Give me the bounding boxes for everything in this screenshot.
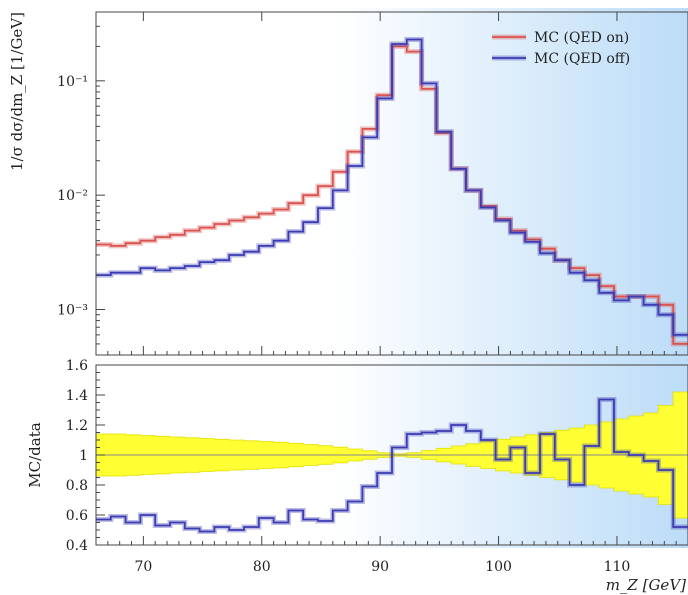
- x-tick-label: 80: [253, 559, 271, 575]
- legend-label: MC (QED off): [534, 51, 630, 67]
- x-tick-label: 110: [604, 559, 631, 575]
- y-tick-label: 1.4: [66, 388, 88, 404]
- y-tick-label: 0.6: [66, 508, 88, 524]
- y-tick-label: 10⁻³: [57, 303, 88, 319]
- legend: MC (QED on) MC (QED off): [492, 30, 630, 67]
- main-panel: MC (QED on) MC (QED off): [95, 11, 688, 356]
- ratio-series-group: [96, 391, 688, 534]
- y-tick-label: 0.4: [66, 538, 88, 554]
- main-series-group: [96, 37, 688, 347]
- y-axis-label: 1/σ dσ/dm_Z [1/GeV]: [8, 12, 26, 171]
- y-tick-label: 0.8: [66, 478, 88, 494]
- x-tick-label: 90: [371, 559, 389, 575]
- y-tick-label: 1.2: [66, 418, 88, 434]
- x-tick-label: 70: [134, 559, 152, 575]
- x-tick-label: 100: [485, 559, 512, 575]
- ratio-panel: [95, 364, 688, 546]
- series-line-0: [96, 45, 688, 345]
- y-tick-label: 1: [79, 448, 88, 464]
- x-axis-label: m_Z [GeV]: [606, 576, 686, 594]
- axis-labels: 70 80 90 100 110 10⁻³ 10⁻² 10⁻¹ 0.4 0.6 0.8 1 1.2 1.4…: [8, 12, 686, 594]
- legend-label: MC (QED on): [534, 30, 629, 46]
- y-tick-label: 10⁻¹: [57, 74, 88, 90]
- y-tick-label: 10⁻²: [57, 188, 88, 204]
- y-tick-label: 1.6: [66, 358, 88, 374]
- ratio-axis-label: MC/data: [26, 422, 44, 487]
- ratio-line-0: [96, 398, 688, 533]
- series-line-1: [96, 38, 688, 336]
